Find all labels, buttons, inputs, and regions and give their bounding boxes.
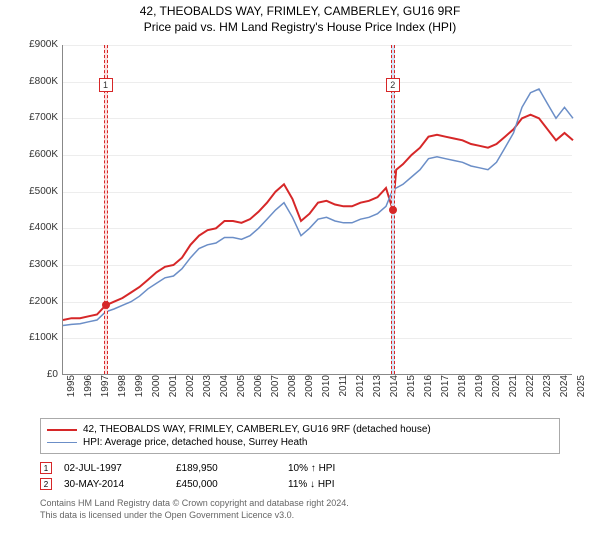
price-cell: £189,950 (176, 463, 276, 474)
x-tick-label: 2015 (406, 375, 411, 405)
x-tick-label: 1998 (117, 375, 122, 405)
marker-band (104, 45, 108, 374)
x-tick-label: 2010 (321, 375, 326, 405)
x-tick-label: 2025 (576, 375, 581, 405)
legend-swatch (47, 429, 77, 431)
x-tick-label: 1995 (66, 375, 71, 405)
chart-area: £0 £100K £200K £300K £400K £500K £600K £700K £80… (20, 40, 580, 410)
x-tick-label: 2009 (304, 375, 309, 405)
y-tick-label: £200K (20, 296, 58, 307)
y-tick-label: £700K (20, 112, 58, 123)
x-tick-label: 2014 (389, 375, 394, 405)
series-price_paid (63, 115, 573, 320)
y-tick-label: £100K (20, 332, 58, 343)
x-tick-label: 2003 (202, 375, 207, 405)
y-tick-label: £600K (20, 149, 58, 160)
marker-dot (102, 301, 110, 309)
y-tick-label: £500K (20, 186, 58, 197)
table-row: 2 30-MAY-2014 £450,000 11% ↓ HPI (40, 476, 560, 492)
legend-item: HPI: Average price, detached house, Surr… (47, 436, 553, 449)
marker-dot (389, 206, 397, 214)
y-tick-label: £800K (20, 76, 58, 87)
x-tick-label: 2022 (525, 375, 530, 405)
line-series-svg (63, 45, 572, 374)
delta-cell: 10% ↑ HPI (288, 463, 388, 474)
plot-region: 12 (62, 45, 572, 375)
x-tick-label: 2013 (372, 375, 377, 405)
x-tick-label: 2019 (474, 375, 479, 405)
x-tick-label: 2011 (338, 375, 343, 405)
legend-label: HPI: Average price, detached house, Surr… (83, 437, 307, 448)
marker-box: 2 (386, 78, 400, 92)
price-cell: £450,000 (176, 479, 276, 490)
footer-line2: This data is licensed under the Open Gov… (40, 510, 560, 522)
x-tick-label: 2006 (253, 375, 258, 405)
series-hpi (63, 89, 573, 326)
chart-title-line1: 42, THEOBALDS WAY, FRIMLEY, CAMBERLEY, G… (0, 0, 600, 20)
table-row: 1 02-JUL-1997 £189,950 10% ↑ HPI (40, 460, 560, 476)
legend-swatch (47, 442, 77, 444)
x-tick-label: 2016 (423, 375, 428, 405)
legend-item: 42, THEOBALDS WAY, FRIMLEY, CAMBERLEY, G… (47, 423, 553, 436)
date-cell: 30-MAY-2014 (64, 479, 164, 490)
x-tick-label: 2004 (219, 375, 224, 405)
x-tick-label: 2000 (151, 375, 156, 405)
chart-title-line2: Price paid vs. HM Land Registry's House … (0, 20, 600, 40)
x-tick-label: 2001 (168, 375, 173, 405)
marker-badge: 2 (40, 478, 52, 490)
date-cell: 02-JUL-1997 (64, 463, 164, 474)
legend: 42, THEOBALDS WAY, FRIMLEY, CAMBERLEY, G… (40, 418, 560, 454)
footer-line1: Contains HM Land Registry data © Crown c… (40, 498, 560, 510)
y-tick-label: £400K (20, 222, 58, 233)
legend-label: 42, THEOBALDS WAY, FRIMLEY, CAMBERLEY, G… (83, 424, 431, 435)
x-tick-label: 2005 (236, 375, 241, 405)
x-tick-label: 2024 (559, 375, 564, 405)
x-tick-label: 2008 (287, 375, 292, 405)
marker-box: 1 (99, 78, 113, 92)
x-tick-label: 2002 (185, 375, 190, 405)
footer-attribution: Contains HM Land Registry data © Crown c… (40, 498, 560, 521)
x-tick-label: 1997 (100, 375, 105, 405)
x-tick-label: 2018 (457, 375, 462, 405)
x-tick-label: 2007 (270, 375, 275, 405)
x-tick-label: 2023 (542, 375, 547, 405)
y-tick-label: £0 (20, 369, 58, 380)
x-tick-label: 2020 (491, 375, 496, 405)
x-tick-label: 2017 (440, 375, 445, 405)
x-tick-label: 2021 (508, 375, 513, 405)
x-tick-label: 2012 (355, 375, 360, 405)
x-tick-label: 1996 (83, 375, 88, 405)
y-tick-label: £300K (20, 259, 58, 270)
marker-badge: 1 (40, 462, 52, 474)
x-tick-label: 1999 (134, 375, 139, 405)
y-tick-label: £900K (20, 39, 58, 50)
transaction-table: 1 02-JUL-1997 £189,950 10% ↑ HPI 2 30-MA… (40, 460, 560, 492)
delta-cell: 11% ↓ HPI (288, 479, 388, 490)
